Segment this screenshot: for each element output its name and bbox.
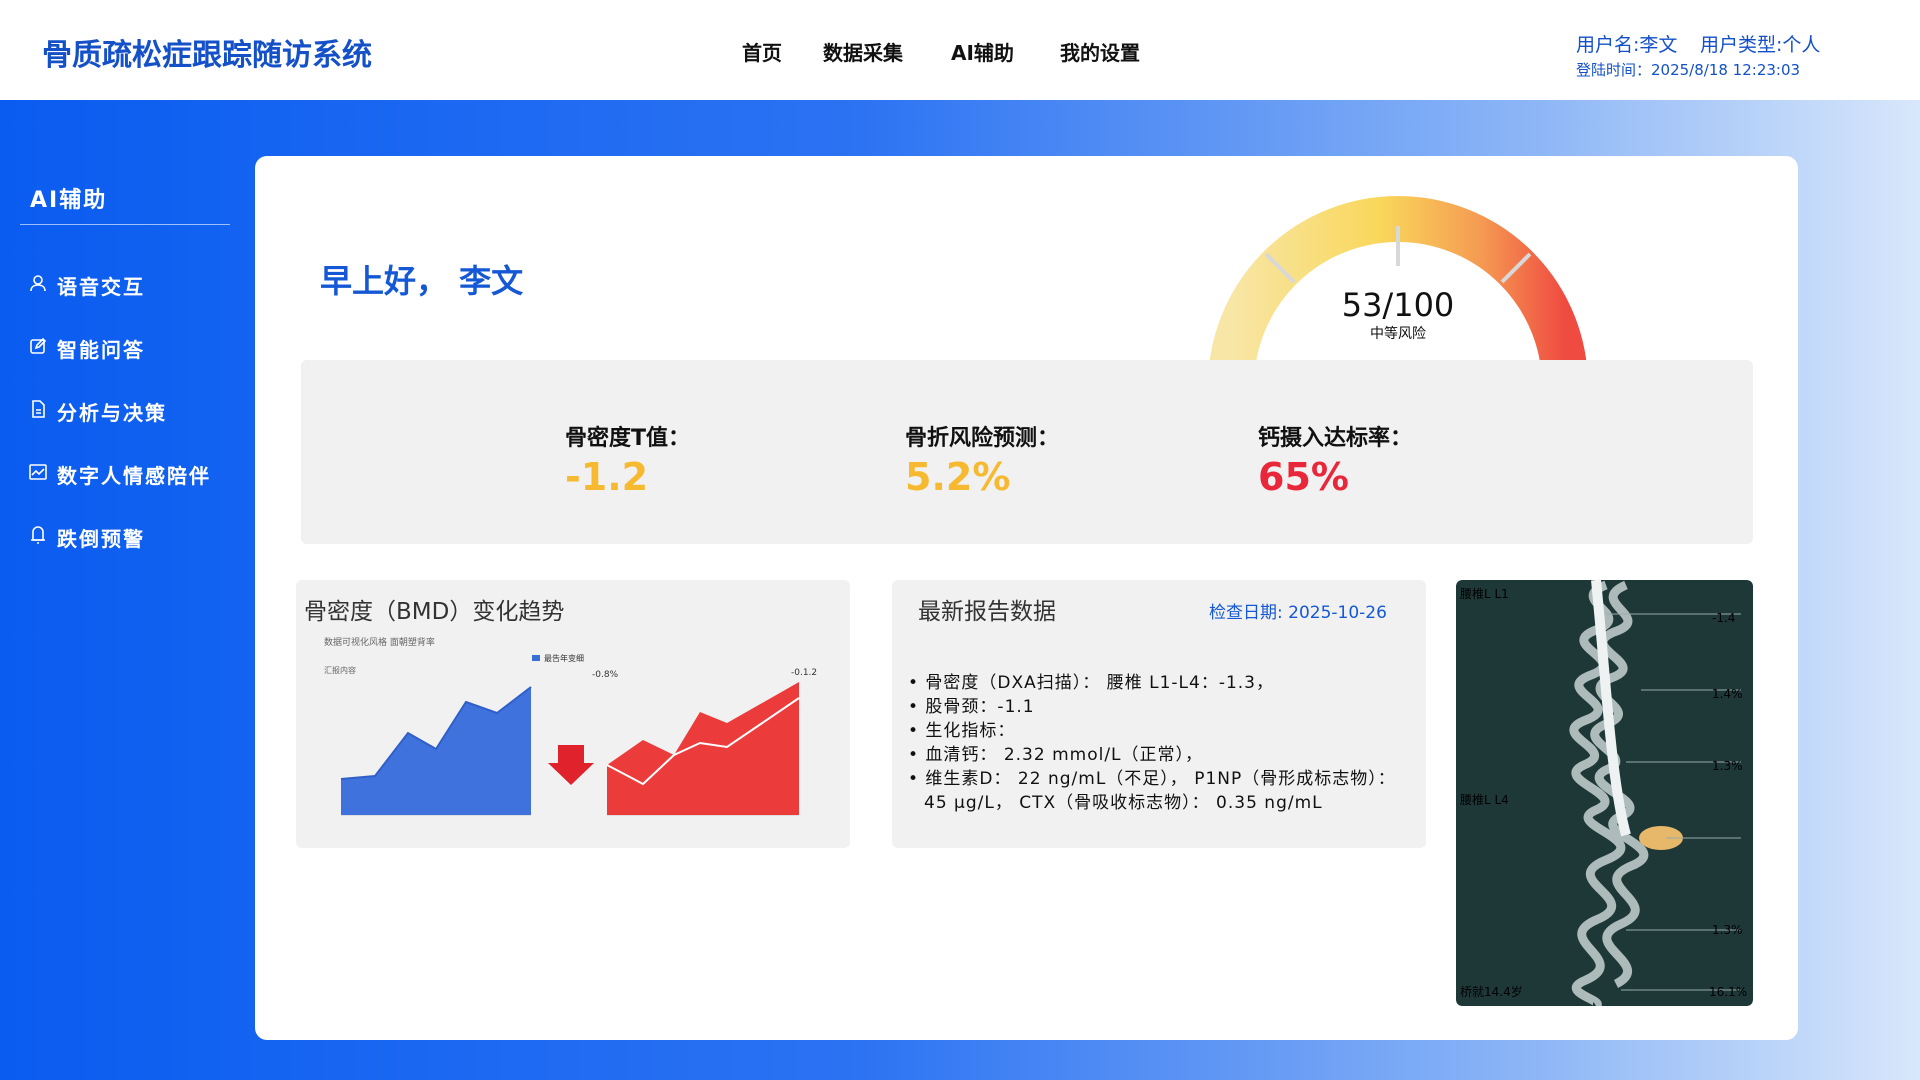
mini-legend: 最告年变细 (544, 653, 584, 663)
spine-canal (1591, 580, 1631, 837)
mini-caption: 数据可视化风格 面朝塑背率 (324, 636, 435, 648)
nav-item[interactable]: AI辅助 (951, 41, 1014, 65)
sidebar-item[interactable]: 分析与决策 (32, 397, 167, 426)
greeting: 早上好， 李文 (320, 262, 524, 300)
login-time: 登陆时间：2025/8/18 12:23:03 (1576, 61, 1801, 79)
spine-label: 1.4% (1712, 687, 1743, 701)
mini-note: -0.8% (592, 670, 619, 680)
nav-item[interactable]: 我的设置 (1060, 41, 1140, 65)
sidebar-divider (20, 224, 230, 225)
header: 骨质疏松症跟踪随访系统 首页 数据采集 AI辅助 我的设置 用户名:李文 用户类… (0, 0, 1920, 100)
gauge-arc (1208, 196, 1588, 387)
down-arrow (548, 745, 594, 785)
sidebar-item[interactable]: 数字人情感陪伴 (29, 460, 211, 489)
sidebar-label[interactable]: 语音交互 (57, 275, 145, 299)
spine-label: 1.3% (1712, 923, 1743, 937)
risk-gauge: 53/100 中等风险 (1208, 196, 1588, 387)
mini-y-label: 汇报内容 (324, 665, 356, 675)
sidebar-label[interactable]: 数字人情感陪伴 (57, 464, 211, 488)
sidebar-item[interactable]: 智能问答 (30, 334, 145, 363)
stat-value: -1.2 (565, 455, 649, 499)
sidebar-item[interactable]: 语音交互 (30, 271, 145, 300)
spine-label: 16.1% (1709, 985, 1747, 999)
spine-highlight (1639, 826, 1683, 850)
mini-area (607, 682, 799, 815)
gauge-tick (1264, 252, 1296, 284)
report-line: • 维生素D： 22 ng/mL（不足）， P1NP（骨形成标志物）： (908, 769, 1396, 789)
nav-item[interactable]: 首页 (742, 41, 782, 65)
mini-legend-swatch (532, 655, 540, 661)
stat-value: 5.2% (905, 455, 1011, 499)
mini-line (340, 686, 532, 780)
mini-note: -0.1.2 (791, 668, 817, 678)
spine-label: 腰椎L L1 (1460, 586, 1509, 601)
sidebar-item[interactable]: 跌倒预警 (31, 523, 145, 552)
gauge-level: 中等风险 (1370, 325, 1426, 342)
gauge-score: 53/100 (1342, 286, 1455, 324)
spine-label: 1.3% (1712, 759, 1743, 773)
spine-leaders (1606, 613, 1741, 991)
spine-label: -1.4 (1712, 611, 1735, 625)
mini-line (606, 697, 800, 786)
bmd-title: 骨密度（BMD）变化趋势 (304, 599, 565, 625)
report-title: 最新报告数据 (918, 599, 1056, 625)
nav-item[interactable]: 数据采集 (823, 41, 903, 65)
spine-label: 腰椎L L4 (1460, 792, 1509, 807)
sidebar-label[interactable]: 分析与决策 (57, 401, 167, 425)
report-card: 最新报告数据 检查日期: 2025-10-26 • 骨密度（DXA扫描）： 腰椎… (892, 580, 1426, 848)
bmd-card: 骨密度（BMD）变化趋势 数据可视化风格 面朝塑背率 汇报内容 最告年变细 -0… (296, 580, 850, 848)
report-line: 45 μg/L， CTX（骨吸收标志物）： 0.35 ng/mL (924, 793, 1323, 813)
report-line: • 生化指标： (908, 721, 1016, 741)
bmd-image: 数据可视化风格 面朝塑背率 汇报内容 最告年变细 -0.8% -0.1.2 (324, 636, 817, 816)
sidebar-title: AI辅助 (30, 188, 108, 213)
mini-area (341, 687, 531, 815)
spine-image: 腰椎L L1 -1.4 1.4% 1.3% 腰椎L L4 1.3% 16.1% … (1456, 580, 1753, 1006)
sidebar-label[interactable]: 跌倒预警 (57, 527, 145, 551)
gauge-tick (1500, 252, 1532, 284)
report-line: • 血清钙： 2.32 mmol/L（正常）， (908, 745, 1204, 765)
report-line: • 骨密度（DXA扫描）： 腰椎 L1-L4：-1.3， (908, 673, 1274, 693)
user-name: 用户名:李文 (1576, 34, 1678, 56)
report-date: 检查日期: 2025-10-26 (1209, 603, 1387, 623)
stat-label: 钙摄入达标率： (1258, 426, 1413, 451)
main-card: 早上好， 李文 53/100 中等风险 骨密度T值： -1.2 骨折风险预测： … (255, 156, 1798, 1040)
stat-label: 骨折风险预测： (905, 426, 1060, 451)
app-title: 骨质疏松症跟踪随访系统 (42, 38, 372, 73)
stat-label: 骨密度T值： (565, 426, 691, 451)
sidebar-label[interactable]: 智能问答 (57, 338, 145, 362)
spine-label: 桥就14.4岁 (1460, 984, 1523, 999)
stat-value: 65% (1258, 455, 1349, 499)
user-type: 用户类型:个人 (1700, 34, 1821, 56)
report-line: • 股骨颈：-1.1 (908, 697, 1035, 717)
stats-panel: 骨密度T值： -1.2 骨折风险预测： 5.2% 钙摄入达标率： 65% (301, 360, 1753, 544)
